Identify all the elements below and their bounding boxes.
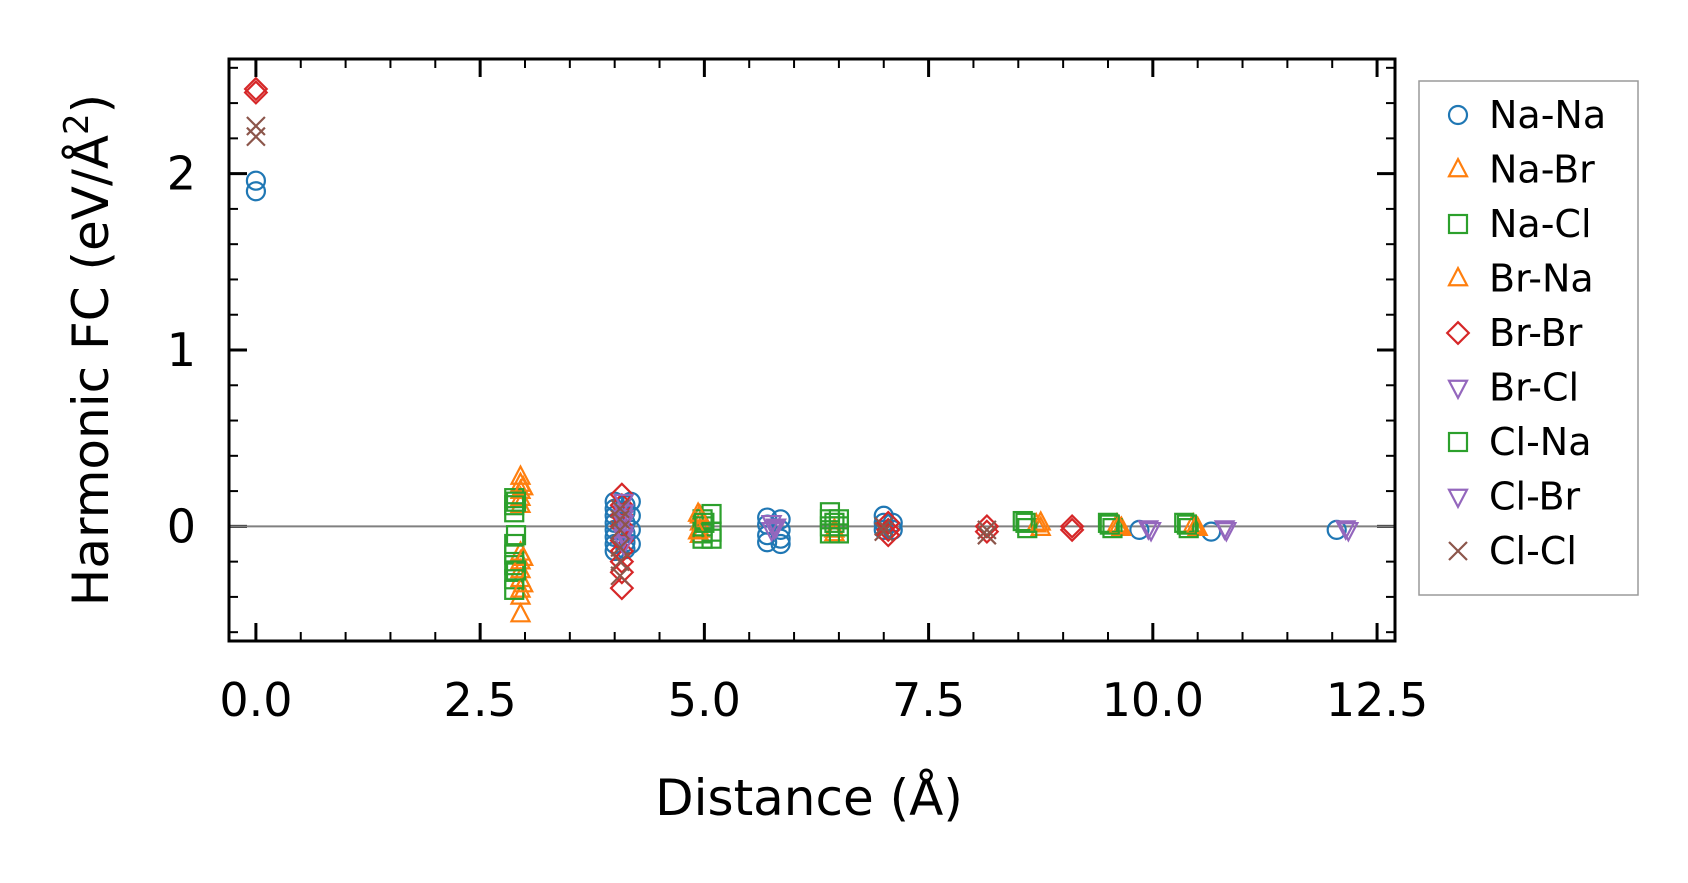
legend-marker [1447,213,1469,235]
legend-marker [1447,488,1469,510]
legend: Na-Na Na-Br Na-Cl Br-Na Br-Br Br-Cl Cl-Na Cl-Br… [1418,80,1639,596]
legend-label: Br-Cl [1489,366,1579,410]
data-point [610,537,630,558]
series-br-na [512,474,1207,593]
data-point [246,126,266,147]
data-point [610,551,630,572]
series-na-cl [504,488,1199,600]
data-point [1334,520,1357,541]
x-tick-label: 0.0 [219,673,292,727]
data-point [1102,518,1123,539]
data-point [245,170,267,191]
data-point [1215,522,1238,543]
legend-marker [1447,265,1469,287]
data-point [505,491,527,512]
y-axis-title-superscript: 2 [57,113,97,135]
legend-marker [1447,156,1469,178]
data-point [610,565,630,586]
data-point [1059,517,1085,543]
x-tick-label: 7.5 [892,673,965,727]
data-point [977,525,997,545]
major-ticks [229,59,1395,641]
data-point [1015,512,1036,533]
data-point [609,559,635,585]
series-br-br [243,76,1085,601]
y-tick-label: 0 [167,499,196,553]
data-point [512,474,535,496]
x-tick-label: 10.0 [1102,673,1204,727]
data-point [873,516,894,537]
minor-ticks [229,59,1395,641]
data-point [505,525,527,546]
data-point [504,502,525,523]
legend-label: Cl-Br [1489,475,1581,519]
data-point [509,601,532,623]
data-point [1176,514,1198,535]
y-tick-labels: 0 1 2 [167,147,196,554]
data-point [875,510,901,536]
y-tick-label: 2 [167,147,196,201]
plot-area-frame [227,57,1397,643]
data-point [828,523,850,544]
data-point [873,521,894,542]
legend-label: Br-Br [1489,311,1583,355]
data-point [1137,520,1160,541]
data-point [505,560,527,581]
legend-marker [1445,320,1471,346]
data-point [763,520,786,541]
data-point [1012,510,1033,532]
data-point [1178,518,1199,539]
data-point [1140,522,1162,543]
legend-marker [1448,541,1468,561]
y-axis-title: Harmonic FC (eV/Å2) [57,94,120,606]
data-point [1337,522,1360,543]
data-point [245,181,267,202]
legend-marker [1447,379,1469,401]
legend-label: Na-Cl [1489,202,1592,246]
series-cl-cl [246,116,997,586]
x-axis-title: Distance (Å) [655,769,963,827]
x-tick-label: 12.5 [1326,673,1428,727]
data-point [977,520,997,540]
data-point [243,76,269,102]
legend-marker [1447,104,1469,126]
data-point [1059,514,1085,539]
y-tick-label: 1 [167,323,196,377]
legend-label: Na-Br [1489,148,1595,192]
data-point [770,533,791,555]
data-point [1017,518,1038,539]
data-point [760,522,783,543]
legend-label: Br-Na [1489,257,1594,301]
data-point [610,520,630,540]
data-point [694,512,715,533]
data-point [1029,510,1052,531]
series-cl-na [505,491,1198,581]
x-tick-label: 2.5 [444,673,517,727]
data-point [875,522,901,548]
data-point [243,80,269,105]
y-axis-title-main: Harmonic FC (eV/Å [62,135,120,606]
data-points [243,76,1360,623]
y-axis-title-close: ) [62,94,120,114]
data-point [687,518,709,540]
legend-frame [1418,80,1639,596]
data-point [246,116,266,136]
legend-label: Na-Na [1489,93,1606,137]
legend-marker [1447,431,1469,453]
data-point [504,579,525,600]
legend-label: Cl-Na [1489,420,1592,464]
data-point [512,571,535,593]
legend-label: Cl-Cl [1489,529,1577,573]
series-na-na [245,170,1347,562]
data-point [612,493,635,515]
x-tick-label: 5.0 [668,673,741,727]
data-point [824,512,845,533]
data-point [1097,512,1119,533]
data-point [875,517,901,543]
data-point [1099,514,1120,535]
data-point [512,545,535,566]
x-tick-labels: 0.0 2.5 5.0 7.5 10.0 12.5 [219,673,1428,727]
